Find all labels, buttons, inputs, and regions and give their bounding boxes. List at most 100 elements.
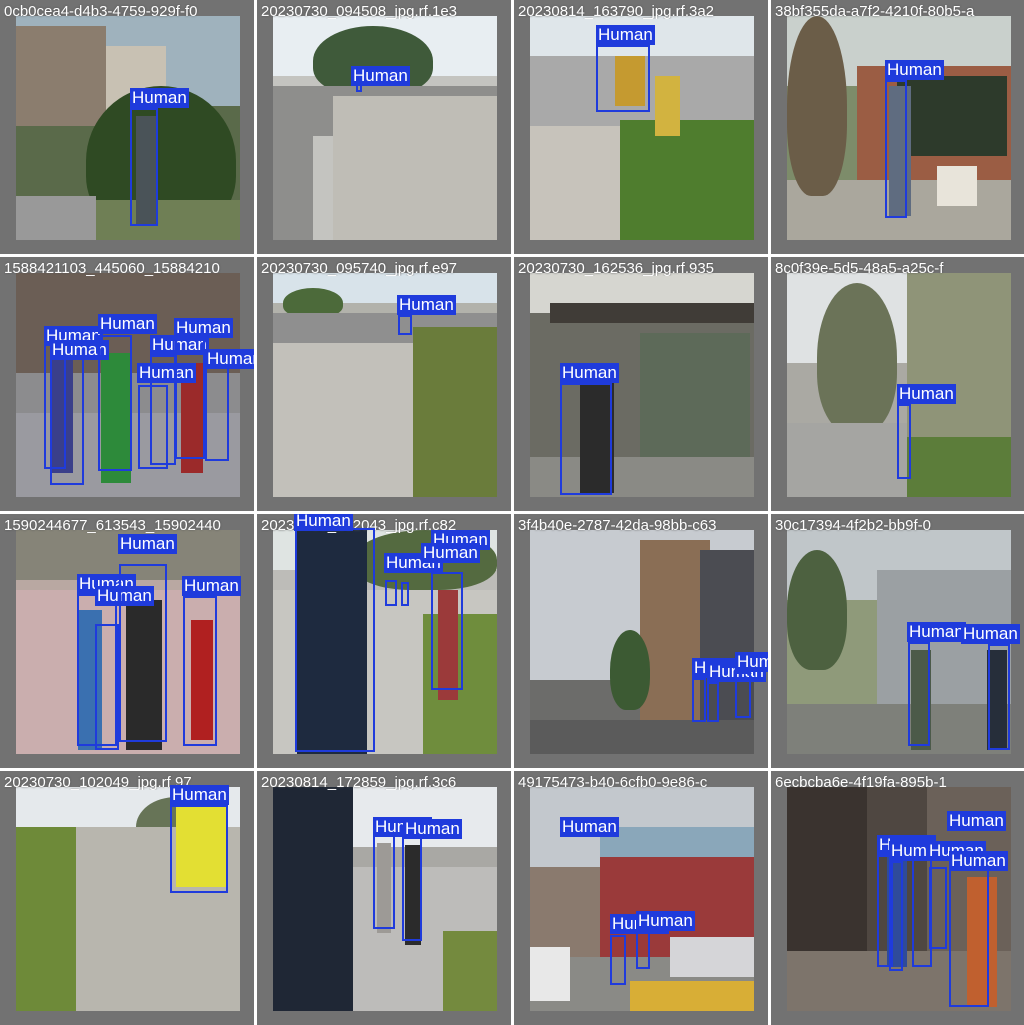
- tile-title: 1588421103_445060_15884210: [4, 261, 220, 276]
- detection-box[interactable]: [636, 929, 650, 969]
- box-label: Human: [596, 25, 655, 45]
- tile-title: 49175473-b40-6cfb0-9e86-c: [518, 775, 708, 790]
- box-label: Human: [98, 314, 157, 334]
- tile-title: 20230730_095740_jpg.rf.e97: [261, 261, 458, 276]
- scene-image: [273, 16, 497, 240]
- detection-box[interactable]: [119, 564, 167, 742]
- detection-box[interactable]: [431, 572, 463, 690]
- tile-title: 20230730_162536_jpg.rf.935: [518, 261, 715, 276]
- tile-title: 38bf355da-a7f2-4210f-80b5-a: [775, 4, 975, 19]
- detection-box[interactable]: [295, 528, 375, 752]
- box-label: Human: [961, 624, 1020, 644]
- detection-box[interactable]: [398, 315, 412, 335]
- scene-image: [273, 787, 497, 1011]
- detection-box[interactable]: [692, 678, 706, 722]
- box-label: Human: [118, 534, 177, 554]
- tile-13[interactable]: 20230814_172859_jpg.rf.3c6 Human Human: [257, 771, 511, 1025]
- detection-box[interactable]: [885, 80, 907, 218]
- detection-box[interactable]: [596, 45, 650, 112]
- detection-box[interactable]: [912, 857, 932, 967]
- scene-image: [16, 16, 240, 240]
- detection-box[interactable]: [560, 383, 612, 495]
- tile-10[interactable]: 3f4b40e-2787-42da-98bb-c63 Human Human H…: [514, 514, 768, 768]
- scene-image: [530, 16, 754, 240]
- box-label: Human: [397, 295, 456, 315]
- tile-8[interactable]: 1590244677_613543_15902440 Human Human H…: [0, 514, 254, 768]
- tile-14[interactable]: 49175473-b40-6cfb0-9e86-c Human Human Hu…: [514, 771, 768, 1025]
- tile-6[interactable]: 20230730_162536_jpg.rf.935 Human: [514, 257, 768, 511]
- detection-box[interactable]: [205, 367, 229, 461]
- tile-11[interactable]: 30c17394-4f2b2-bb9f-0 Human Human: [771, 514, 1024, 768]
- box-label: Human: [95, 586, 154, 606]
- box-label: Human: [560, 817, 619, 837]
- detection-box[interactable]: [50, 355, 84, 485]
- tile-title: 1590244677_613543_15902440: [4, 518, 221, 533]
- tile-title: 6ecbcba6e-4f19fa-895b-1: [775, 775, 947, 790]
- box-label: Human: [182, 576, 241, 596]
- detection-box[interactable]: [150, 355, 176, 465]
- tile-9[interactable]: 20230730_102043_jpg.rf.c82 Human Human H…: [257, 514, 511, 768]
- box-label: Human: [351, 66, 410, 86]
- detection-box[interactable]: [130, 108, 158, 226]
- detection-box[interactable]: [138, 385, 168, 469]
- scene-image: [530, 273, 754, 497]
- tile-title: 30c17394-4f2b2-bb9f-0: [775, 518, 931, 533]
- tile-title: 0cb0cea4-d4b3-4759-929f-f0: [4, 4, 198, 19]
- scene-image: [16, 273, 240, 497]
- box-label: Human: [205, 349, 254, 369]
- scene-image: [787, 16, 1011, 240]
- tile-12[interactable]: 20230730_102049_jpg.rf.97 Human: [0, 771, 254, 1025]
- box-label: Human: [897, 384, 956, 404]
- detection-box[interactable]: [735, 672, 751, 718]
- scene-image: [16, 530, 240, 754]
- box-label: Human: [170, 785, 229, 805]
- detection-box[interactable]: [707, 682, 719, 722]
- box-label: Human: [735, 652, 768, 672]
- tile-0[interactable]: 0cb0cea4-d4b3-4759-929f-f0 Human: [0, 0, 254, 254]
- box-label: Human: [560, 363, 619, 383]
- box-label: Human: [50, 340, 109, 360]
- box-label: Human: [130, 88, 189, 108]
- detection-box[interactable]: [929, 867, 947, 949]
- tile-15[interactable]: 6ecbcba6e-4f19fa-895b-1 Human Human Huma…: [771, 771, 1024, 1025]
- box-label: Human: [636, 911, 695, 931]
- box-label: Human: [885, 60, 944, 80]
- tile-title: 20230814_172859_jpg.rf.3c6: [261, 775, 457, 790]
- box-label: Human: [174, 318, 233, 338]
- box-label: Human: [947, 811, 1006, 831]
- box-label: Human: [949, 851, 1008, 871]
- tile-4[interactable]: 1588421103_445060_15884210 Human Human H…: [0, 257, 254, 511]
- tile-title: 3f4b40e-2787-42da-98bb-c63: [518, 518, 717, 533]
- detection-box[interactable]: [897, 404, 911, 479]
- detection-box[interactable]: [402, 833, 422, 941]
- detection-box[interactable]: [401, 582, 409, 606]
- detection-box[interactable]: [183, 596, 217, 746]
- tile-title: 20230730_094508_jpg.rf.1e3: [261, 4, 458, 19]
- tile-3[interactable]: 38bf355da-a7f2-4210f-80b5-a Human: [771, 0, 1024, 254]
- detection-box[interactable]: [988, 644, 1010, 750]
- tile-title: 20230730_102049_jpg.rf.97: [4, 775, 192, 790]
- detection-box[interactable]: [610, 935, 626, 985]
- tile-2[interactable]: 20230814_163790_jpg.rf.3a2 Human: [514, 0, 768, 254]
- box-label: Human: [907, 622, 966, 642]
- tile-5[interactable]: 20230730_095740_jpg.rf.e97 Human: [257, 257, 511, 511]
- detection-box[interactable]: [95, 624, 119, 750]
- detection-box[interactable]: [889, 861, 903, 971]
- detection-box[interactable]: [175, 339, 205, 459]
- detection-box[interactable]: [385, 580, 397, 606]
- detection-box[interactable]: [949, 867, 989, 1007]
- scene-image: [16, 787, 240, 1011]
- box-label: Human: [421, 543, 480, 563]
- tile-1[interactable]: 20230730_094508_jpg.rf.1e3 Human: [257, 0, 511, 254]
- detection-box[interactable]: [908, 642, 930, 746]
- tile-7[interactable]: 8c0f39e-5d5-48a5-a25c-f Human: [771, 257, 1024, 511]
- detection-box[interactable]: [170, 805, 228, 893]
- scene-image: [273, 273, 497, 497]
- detection-box[interactable]: [98, 335, 132, 471]
- tile-title: 8c0f39e-5d5-48a5-a25c-f: [775, 261, 944, 276]
- detection-box[interactable]: [373, 833, 395, 929]
- box-label: Human: [294, 514, 353, 531]
- tile-title: 20230814_163790_jpg.rf.3a2: [518, 4, 715, 19]
- detection-box[interactable]: [877, 855, 893, 967]
